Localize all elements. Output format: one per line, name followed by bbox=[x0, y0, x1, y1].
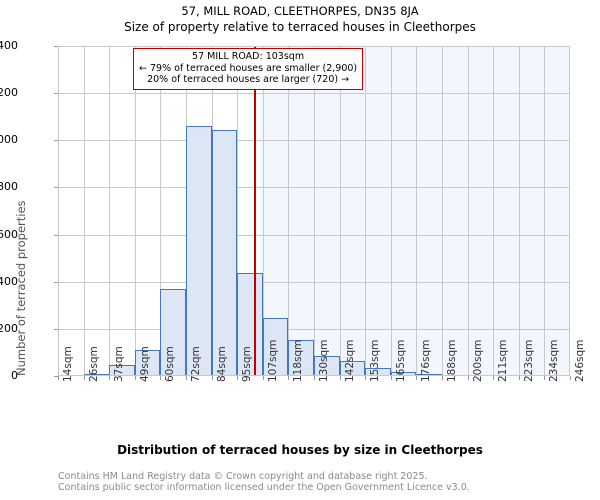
x-axis-tick-label: 72sqm bbox=[190, 346, 202, 382]
x-axis-tick-mark bbox=[339, 376, 341, 380]
gridline bbox=[134, 46, 136, 376]
x-axis-tick-mark bbox=[211, 376, 213, 380]
x-axis-tick-label: 84sqm bbox=[215, 346, 228, 382]
y-axis-tick-label: 1000 bbox=[0, 133, 18, 147]
y-axis-tick-mark bbox=[54, 93, 58, 95]
gridline bbox=[493, 46, 495, 376]
gridline bbox=[262, 46, 264, 376]
property-marker-line bbox=[254, 46, 256, 376]
gridline bbox=[365, 46, 367, 376]
gridline bbox=[467, 46, 469, 376]
x-axis-tick-mark bbox=[314, 376, 315, 380]
histogram-bar bbox=[186, 126, 212, 376]
x-axis-tick-label: 118sqm bbox=[292, 339, 305, 382]
x-axis-tick-mark bbox=[58, 376, 59, 380]
y-axis-tick-label: 1400 bbox=[0, 39, 18, 52]
gridline bbox=[109, 46, 111, 376]
gridline bbox=[160, 46, 162, 376]
gridline bbox=[314, 46, 315, 376]
x-axis-tick-label: 107sqm bbox=[266, 339, 279, 382]
x-axis-tick-mark bbox=[160, 376, 162, 380]
gridline bbox=[544, 46, 546, 376]
y-axis-tick-mark bbox=[54, 187, 58, 189]
gridline bbox=[442, 46, 443, 376]
chart-title: 57, MILL ROAD, CLEETHORPES, DN35 8JA bbox=[181, 4, 419, 18]
x-axis-tick-mark bbox=[442, 376, 443, 380]
y-axis-tick-label: 400 bbox=[0, 274, 18, 288]
x-axis-tick-label: 153sqm bbox=[369, 339, 382, 382]
x-axis-tick-mark bbox=[416, 376, 418, 380]
chart-subtitle: Size of property relative to terraced ho… bbox=[124, 20, 476, 34]
annotation-line-3: 20% of terraced houses are larger (720) … bbox=[147, 74, 350, 85]
y-axis-title: Number of terraced properties bbox=[14, 200, 28, 376]
x-axis-title: Distribution of terraced houses by size … bbox=[117, 443, 483, 457]
gridline bbox=[390, 46, 392, 376]
x-axis-tick-mark bbox=[109, 376, 111, 380]
plot-area bbox=[58, 46, 570, 376]
x-axis-tick-label: 26sqm bbox=[87, 346, 100, 382]
x-axis-tick-label: 200sqm bbox=[471, 339, 484, 382]
x-axis-tick-label: 49sqm bbox=[138, 346, 151, 382]
x-axis-tick-mark bbox=[544, 376, 546, 380]
x-axis-tick-label: 165sqm bbox=[394, 339, 407, 382]
gridline bbox=[83, 46, 85, 376]
y-axis-tick-label: 800 bbox=[0, 180, 18, 194]
x-axis-tick-mark bbox=[518, 376, 520, 380]
x-axis-tick-mark bbox=[288, 376, 290, 380]
x-axis-tick-mark bbox=[262, 376, 264, 380]
y-axis-tick-mark bbox=[54, 46, 58, 47]
x-axis-tick-label: 176sqm bbox=[420, 339, 433, 382]
x-axis-tick-label: 14sqm bbox=[62, 346, 74, 382]
x-axis-tick-mark bbox=[134, 376, 136, 380]
gridline bbox=[416, 46, 418, 376]
x-axis-tick-mark bbox=[83, 376, 85, 380]
x-axis-tick-mark bbox=[493, 376, 495, 380]
y-axis-tick-label: 1200 bbox=[0, 86, 18, 100]
y-axis-tick-label: 200 bbox=[0, 321, 18, 335]
y-axis-tick-label: 600 bbox=[0, 227, 18, 241]
x-axis-tick-label: 211sqm bbox=[497, 339, 510, 382]
y-axis-tick-mark bbox=[54, 234, 58, 236]
x-axis-tick-mark bbox=[390, 376, 392, 380]
property-annotation-box: 57 MILL ROAD: 103sqm ← 79% of terraced h… bbox=[133, 48, 364, 90]
footer-attribution: Contains HM Land Registry data © Crown c… bbox=[58, 471, 470, 493]
x-axis-tick-label: 142sqm bbox=[343, 339, 356, 382]
chart-title-block: 57, MILL ROAD, CLEETHORPES, DN35 8JA Siz… bbox=[0, 3, 600, 36]
x-axis-tick-mark bbox=[570, 376, 571, 380]
gridline bbox=[288, 46, 290, 376]
y-axis-tick-mark bbox=[54, 376, 58, 377]
x-axis-tick-label: 95sqm bbox=[241, 346, 254, 382]
larger-properties-shaded-region bbox=[260, 46, 570, 376]
x-axis-tick-label: 37sqm bbox=[113, 346, 126, 382]
x-axis-tick-mark bbox=[467, 376, 469, 380]
y-axis-tick-mark bbox=[54, 140, 58, 142]
y-axis-tick-label: 0 bbox=[11, 369, 18, 382]
x-axis-tick-label: 246sqm bbox=[574, 339, 586, 382]
histogram-bar bbox=[211, 129, 238, 376]
gridline bbox=[237, 46, 239, 376]
y-axis-tick-mark bbox=[54, 328, 58, 330]
gridline bbox=[518, 46, 520, 376]
histogram-bar bbox=[160, 288, 186, 376]
x-axis-tick-mark bbox=[186, 376, 187, 380]
annotation-line-1: 57 MILL ROAD: 103sqm bbox=[192, 51, 305, 62]
y-axis-tick-mark bbox=[54, 281, 58, 283]
x-axis-tick-label: 60sqm bbox=[164, 346, 177, 382]
histogram-bar bbox=[134, 349, 161, 376]
x-axis-tick-label: 130sqm bbox=[318, 339, 330, 382]
x-axis-tick-label: 234sqm bbox=[548, 339, 561, 382]
annotation-line-2: ← 79% of terraced houses are smaller (2,… bbox=[139, 62, 358, 74]
footer-line-1: Contains HM Land Registry data © Crown c… bbox=[58, 471, 428, 482]
histogram-bar bbox=[237, 272, 263, 376]
x-axis-tick-mark bbox=[365, 376, 367, 380]
x-axis-tick-label: 188sqm bbox=[446, 339, 458, 382]
gridline bbox=[339, 46, 341, 376]
x-axis-tick-label: 223sqm bbox=[522, 339, 535, 382]
footer-line-2: Contains public sector information licen… bbox=[58, 482, 470, 493]
x-axis-tick-mark bbox=[237, 376, 239, 380]
